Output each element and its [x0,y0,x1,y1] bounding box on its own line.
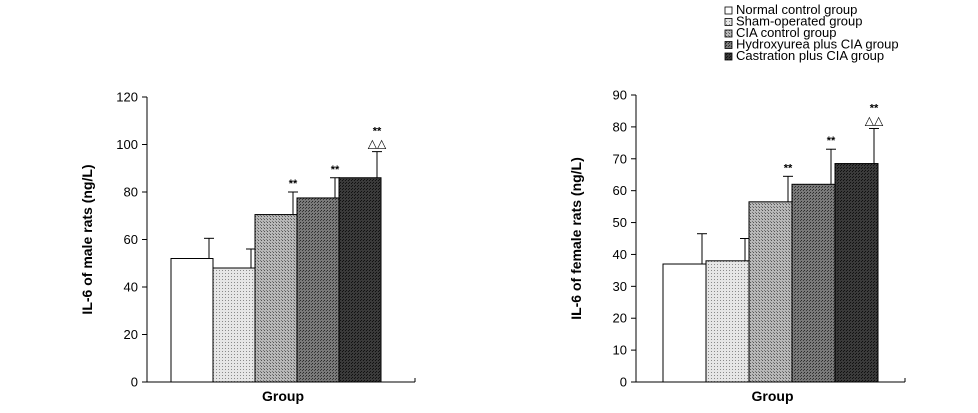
bar-1-3 [791,183,836,383]
legend-swatch-2 [724,29,733,38]
bar-1-2 [748,201,793,383]
annotation-1-0: ** [784,162,793,174]
bar-0-0 [170,258,214,383]
legend-label-2: CIA control group [736,25,836,40]
legend-swatch-4 [724,52,733,61]
bar-0-2 [254,214,298,383]
y-axis-title-1: IL-6 of female rats (ng/L) [568,157,584,320]
y-tick-label-0-3: 60 [124,232,138,247]
annotation-0-0: ** [289,178,298,190]
x-axis-title-1: Group [752,388,794,404]
x-axis-title-0: Group [262,388,304,404]
legend-swatch-1 [724,18,733,26]
bar-0-4 [338,177,382,383]
bar-1-1 [705,260,750,383]
y-axis-title-0: IL-6 of male rats (ng/L) [79,164,95,314]
y-tick-label-1-5: 50 [613,215,627,230]
legend-label-0: Normal control group [736,2,857,17]
y-tick-label-0-0: 0 [131,375,138,390]
y-tick-label-1-1: 10 [613,343,627,358]
y-tick-label-1-7: 70 [613,151,627,166]
y-tick-label-1-3: 30 [613,279,627,294]
bar-0-3 [296,197,340,383]
bar-1-0 [662,263,707,383]
y-tick-label-0-6: 120 [116,90,138,105]
annotation-1-2: ** [870,102,879,114]
legend-swatch-0 [724,6,733,15]
y-tick-label-1-0: 0 [620,375,627,390]
y-tick-label-1-8: 80 [613,119,627,134]
y-tick-label-1-9: 90 [613,88,627,103]
y-tick-label-0-4: 80 [124,185,138,200]
annotation-1-1: ** [827,135,836,147]
annotation-0-1: ** [331,164,340,176]
legend-label-3: Hydroxyurea plus CIA group [736,37,899,52]
annotation-0-3: △△ [368,137,387,151]
legend-swatch-3 [724,41,733,49]
y-tick-label-1-4: 40 [613,247,627,262]
y-tick-label-0-1: 20 [124,327,138,342]
y-tick-label-1-6: 60 [613,183,627,198]
bar-1-4 [834,163,879,383]
annotation-0-2: ** [373,126,382,138]
legend-label-1: Sham-operated group [736,14,862,29]
y-tick-label-1-2: 20 [613,311,627,326]
bar-0-1 [212,267,256,383]
annotation-1-3: △△ [865,113,884,127]
y-tick-label-0-5: 100 [116,137,138,152]
legend-label-4: Castration plus CIA group [736,48,884,63]
y-tick-label-0-2: 40 [124,280,138,295]
